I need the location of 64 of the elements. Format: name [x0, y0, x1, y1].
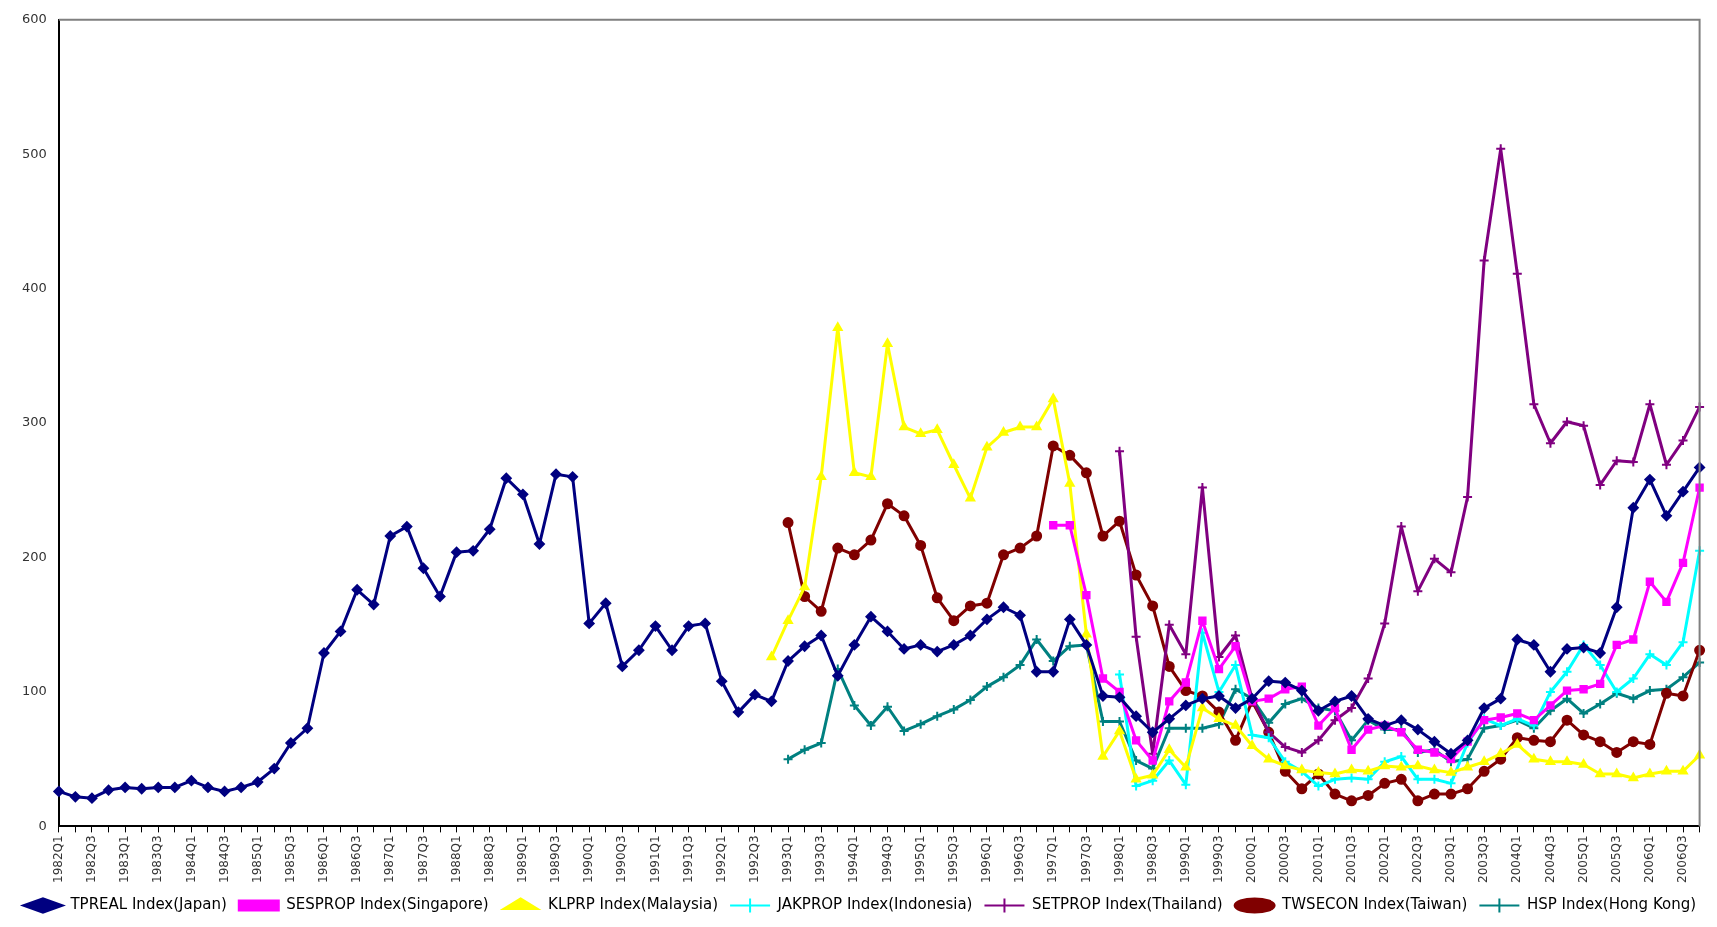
x-tick-label: 2005Q3 — [1608, 835, 1623, 884]
x-tick-label: 1994Q1 — [846, 835, 861, 884]
x-tick-label: 1999Q1 — [1177, 835, 1192, 884]
y-tick-label: 0 — [38, 817, 47, 833]
x-tick-label: 1992Q1 — [713, 835, 728, 884]
legend-label: SESPROP Index(Singapore) — [286, 895, 489, 914]
x-tick-label: 1997Q1 — [1045, 835, 1060, 884]
legend-label: HSP Index(Hong Kong) — [1526, 895, 1697, 914]
x-tick-label: 1995Q3 — [945, 835, 960, 884]
x-tick-label: 1993Q3 — [813, 835, 828, 884]
x-tick-label: 1985Q1 — [249, 835, 264, 884]
y-tick-label: 300 — [21, 414, 47, 430]
x-tick-label: 1993Q1 — [780, 835, 795, 884]
legend-label: SETPROP Index(Thailand) — [1031, 895, 1223, 914]
x-tick-label: 2004Q1 — [1509, 835, 1524, 884]
x-tick-label: 2006Q3 — [1675, 835, 1690, 884]
x-tick-label: 1982Q1 — [50, 835, 65, 884]
x-tick-label: 2006Q1 — [1642, 835, 1656, 884]
legend-label: KLPRP Index(Malaysia) — [548, 895, 719, 914]
y-tick-label: 600 — [21, 11, 47, 27]
x-tick-label: 1986Q1 — [316, 835, 331, 884]
x-tick-label: 2001Q3 — [1343, 835, 1358, 884]
y-tick-label: 200 — [21, 548, 47, 564]
x-tick-label: 1990Q3 — [614, 835, 629, 884]
legend-label: TWSECON Index(Taiwan) — [1281, 895, 1468, 914]
x-tick-label: 1984Q3 — [216, 835, 231, 884]
x-tick-label: 2002Q3 — [1409, 835, 1424, 884]
x-tick-label: 1996Q1 — [979, 835, 994, 884]
y-tick-label: 500 — [21, 145, 47, 161]
x-tick-label: 1991Q3 — [680, 835, 695, 884]
x-tick-label: 2001Q1 — [1310, 835, 1325, 884]
x-tick-label: 2003Q1 — [1443, 835, 1458, 884]
x-tick-label: 1994Q3 — [879, 835, 894, 884]
y-tick-label: 400 — [21, 280, 47, 296]
x-tick-label: 1995Q1 — [912, 835, 927, 884]
x-tick-label: 2004Q3 — [1542, 835, 1557, 884]
y-tick-label: 100 — [21, 683, 47, 699]
legend-label: TPREAL Index(Japan) — [69, 895, 227, 914]
x-tick-label: 1982Q3 — [84, 835, 99, 884]
x-tick-label: 1985Q3 — [282, 835, 297, 884]
x-tick-label: 2005Q1 — [1575, 835, 1590, 884]
x-tick-label: 1987Q3 — [415, 835, 430, 884]
x-tick-label: 1989Q3 — [548, 835, 563, 884]
x-tick-label: 1998Q3 — [1144, 835, 1159, 884]
x-tick-label: 1996Q3 — [1012, 835, 1027, 884]
x-tick-label: 1991Q1 — [647, 835, 662, 884]
x-tick-label: 1992Q3 — [747, 835, 762, 884]
x-tick-label: 1990Q1 — [581, 835, 596, 884]
x-tick-label: 1998Q1 — [1111, 835, 1126, 884]
x-tick-label: 1984Q1 — [183, 835, 198, 884]
x-tick-label: 1988Q1 — [448, 835, 463, 884]
x-tick-label: 1989Q1 — [515, 835, 529, 884]
x-tick-label: 1999Q3 — [1211, 835, 1226, 884]
x-tick-label: 1986Q3 — [349, 835, 364, 884]
legend-label: JAKPROP Index(Indonesia) — [776, 895, 973, 914]
x-tick-label: 2002Q1 — [1376, 835, 1391, 884]
x-tick-label: 1983Q3 — [150, 835, 165, 884]
x-tick-label: 1987Q1 — [382, 835, 397, 884]
x-tick-label: 2000Q1 — [1244, 835, 1259, 884]
x-tick-label: 1997Q3 — [1078, 835, 1093, 884]
x-tick-label: 2003Q3 — [1476, 835, 1491, 884]
x-tick-label: 1983Q1 — [117, 835, 132, 884]
x-tick-label: 2000Q3 — [1277, 835, 1292, 884]
x-tick-label: 1988Q3 — [481, 835, 496, 884]
